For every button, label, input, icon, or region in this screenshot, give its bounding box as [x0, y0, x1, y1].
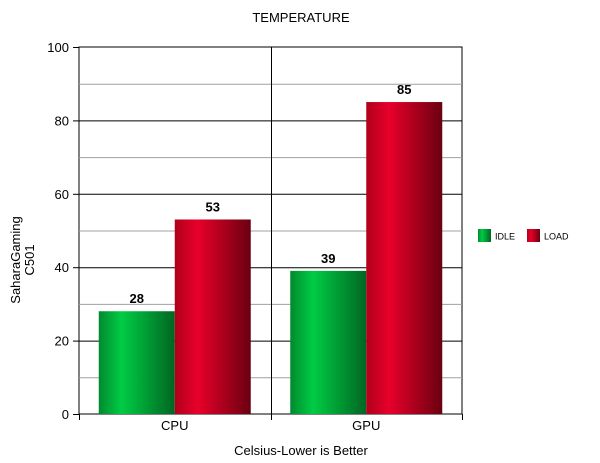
bar-load-gpu	[366, 102, 443, 415]
legend-swatch-idle	[478, 229, 491, 242]
bar-load-cpu	[174, 219, 251, 414]
y-tick-label: 80	[55, 113, 69, 128]
y-axis-title-line-1: SaharaGaming	[8, 216, 23, 303]
bar-idle-gpu	[290, 270, 367, 414]
legend-label-load: LOAD	[544, 232, 569, 242]
data-label: 39	[321, 251, 335, 266]
data-label: 28	[130, 291, 144, 306]
y-tick-label: 100	[47, 40, 69, 55]
data-label: 85	[397, 82, 411, 97]
x-axis-title: Celsius-Lower is Better	[234, 443, 368, 458]
legend-swatch-load	[527, 229, 540, 242]
chart-title: TEMPERATURE	[252, 10, 350, 25]
bar-idle-cpu	[98, 311, 175, 414]
legend-label-idle: IDLE	[495, 232, 515, 242]
y-tick-label: 0	[62, 407, 69, 422]
legend: IDLE LOAD	[478, 229, 569, 242]
x-tick-label: GPU	[352, 418, 380, 433]
y-tick-label: 40	[55, 260, 69, 275]
y-tick-label: 20	[55, 334, 69, 349]
axes-layer: 0 20 40 60 80 100 CPU GPU	[47, 40, 463, 433]
y-tick-label: 60	[55, 187, 69, 202]
y-axis-title-line-2: C501	[22, 244, 37, 275]
x-tick-label: CPU	[161, 418, 188, 433]
bars-layer: 28 53 39 85	[98, 82, 443, 415]
data-label: 53	[206, 199, 220, 214]
